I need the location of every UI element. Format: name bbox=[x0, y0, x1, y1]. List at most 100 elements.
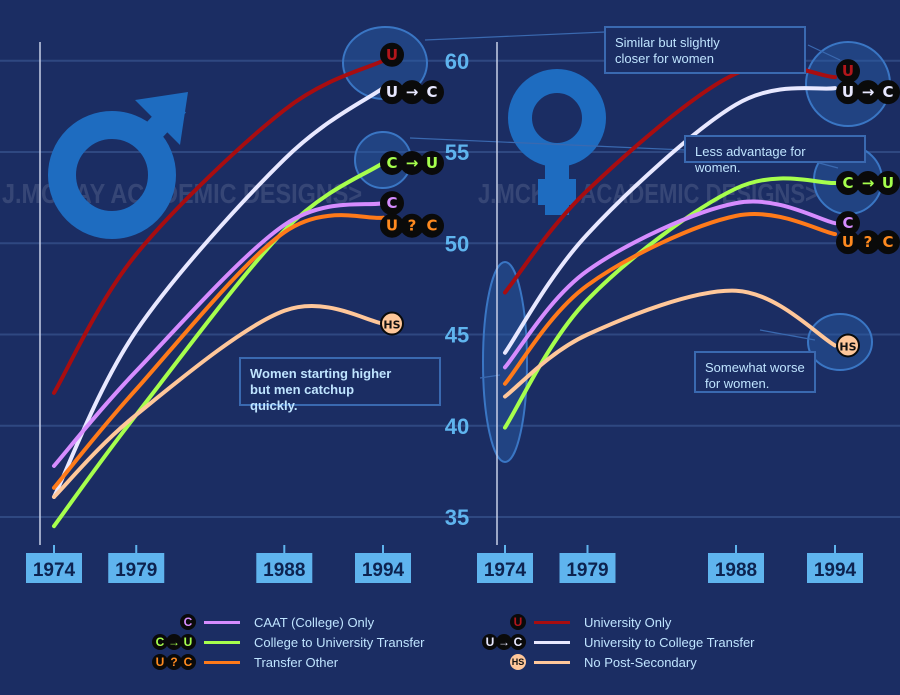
series-line-hs bbox=[503, 288, 837, 399]
legend-label: Transfer Other bbox=[254, 654, 339, 670]
legend-label: CAAT (College) Only bbox=[254, 614, 375, 630]
x-tick-label: 1994 bbox=[814, 560, 857, 581]
legend-swatch bbox=[204, 620, 240, 624]
u2c-badge: U → C bbox=[380, 80, 444, 105]
svg-text:U: U bbox=[842, 233, 854, 251]
y-tick-label: 55 bbox=[445, 140, 469, 165]
x-tick-label: 1979 bbox=[566, 560, 608, 581]
y-tick-label: 45 bbox=[445, 323, 469, 348]
legend-swatch bbox=[534, 620, 570, 624]
svg-text:Women starting higher: Women starting higher bbox=[250, 366, 391, 381]
legend-swatch bbox=[204, 640, 240, 644]
other-badge: U? C bbox=[380, 213, 444, 238]
svg-text:Somewhat worse: Somewhat worse bbox=[705, 360, 805, 375]
u2c-badge: U → C bbox=[836, 80, 900, 105]
svg-text:quickly.: quickly. bbox=[250, 398, 297, 413]
svg-text:C: C bbox=[426, 83, 437, 101]
u2c-badge: U → C bbox=[470, 634, 526, 650]
svg-text:U: U bbox=[386, 217, 398, 235]
hs-badge: HS bbox=[380, 311, 404, 336]
svg-text:→: → bbox=[406, 83, 419, 101]
x-tick-box bbox=[807, 553, 863, 583]
svg-text:C: C bbox=[426, 217, 437, 235]
x-tick-box bbox=[355, 553, 411, 583]
svg-text:HS: HS bbox=[383, 319, 400, 332]
svg-text:C: C bbox=[842, 214, 853, 232]
legend-right: U University Only U → C University to College… bbox=[470, 612, 755, 672]
x-tick-box bbox=[256, 553, 313, 583]
y-tick-label: 40 bbox=[445, 414, 469, 439]
svg-text:?: ? bbox=[408, 217, 417, 235]
other-badge: U? C bbox=[836, 230, 900, 255]
svg-text:C: C bbox=[386, 194, 397, 212]
connector-line bbox=[409, 137, 686, 151]
x-tick-label: 1988 bbox=[263, 560, 305, 581]
y-tick-label: 60 bbox=[445, 49, 469, 74]
svg-text:closer for women: closer for women bbox=[615, 51, 714, 66]
x-tick-box bbox=[26, 553, 82, 583]
series-line-caat bbox=[503, 199, 837, 370]
series-line-caat bbox=[52, 201, 385, 468]
caat-badge: C bbox=[836, 211, 860, 236]
c2u-badge: C → U bbox=[836, 171, 900, 196]
x-tick-label: 1974 bbox=[33, 560, 76, 581]
svg-text:C: C bbox=[386, 154, 397, 172]
svg-text:→: → bbox=[862, 83, 875, 101]
c2u-badge: C → U bbox=[380, 150, 444, 175]
legend-item-hs: HS No Post-Secondary bbox=[470, 652, 755, 672]
svg-text:U: U bbox=[842, 83, 854, 101]
legend-item-other: U? C Transfer Other bbox=[140, 652, 425, 672]
svg-text:Similar but slightly: Similar but slightly bbox=[615, 35, 720, 50]
y-tick-label: 35 bbox=[445, 505, 469, 530]
connector-line bbox=[759, 329, 816, 341]
legend-left: C CAAT (College) Only C → U College to Univer… bbox=[140, 612, 425, 672]
svg-text:U: U bbox=[426, 154, 438, 172]
connector-line bbox=[807, 44, 841, 61]
connector-line bbox=[424, 31, 606, 41]
svg-text:HS: HS bbox=[839, 340, 856, 353]
x-tick-box bbox=[559, 553, 616, 583]
legend-label: University Only bbox=[584, 614, 672, 630]
series-line-other bbox=[52, 213, 385, 490]
univ-badge: U bbox=[836, 59, 860, 84]
female-icon bbox=[508, 69, 606, 215]
legend-item-c2u: C → U College to University Transfer bbox=[140, 632, 425, 652]
univ-badge: U bbox=[470, 614, 526, 630]
caat-badge: C bbox=[380, 191, 404, 216]
hs-badge: HS bbox=[470, 654, 526, 670]
caat-badge: C bbox=[140, 614, 196, 630]
svg-text:but men catchup: but men catchup bbox=[250, 382, 354, 397]
series-line-c2u bbox=[52, 160, 385, 529]
svg-text:U: U bbox=[386, 83, 398, 101]
svg-text:C: C bbox=[882, 83, 893, 101]
legend-item-u2c: U → C University to College Transfer bbox=[470, 632, 755, 652]
svg-text:women.: women. bbox=[694, 160, 741, 175]
svg-text:U: U bbox=[882, 174, 894, 192]
legend-item-univ: U University Only bbox=[470, 612, 755, 632]
x-tick-label: 1994 bbox=[362, 560, 405, 581]
y-tick-label: 50 bbox=[445, 231, 469, 256]
legend-swatch bbox=[534, 640, 570, 644]
svg-text:for women.: for women. bbox=[705, 376, 769, 391]
legend-item-caat: C CAAT (College) Only bbox=[140, 612, 425, 632]
other-badge: U? C bbox=[140, 654, 196, 670]
series-line-c2u bbox=[503, 176, 837, 430]
univ-badge: U bbox=[380, 42, 404, 67]
series-line-u2c bbox=[503, 86, 837, 355]
svg-text:→: → bbox=[862, 174, 875, 192]
series-line-univ bbox=[52, 58, 385, 395]
legend-swatch bbox=[204, 660, 240, 664]
svg-text:C: C bbox=[882, 233, 893, 251]
legend-label: University to College Transfer bbox=[584, 634, 755, 650]
x-tick-label: 1979 bbox=[115, 560, 157, 581]
series-line-hs bbox=[52, 304, 385, 499]
male-icon bbox=[48, 92, 188, 239]
svg-text:U: U bbox=[842, 62, 854, 80]
svg-text:U: U bbox=[386, 46, 398, 64]
